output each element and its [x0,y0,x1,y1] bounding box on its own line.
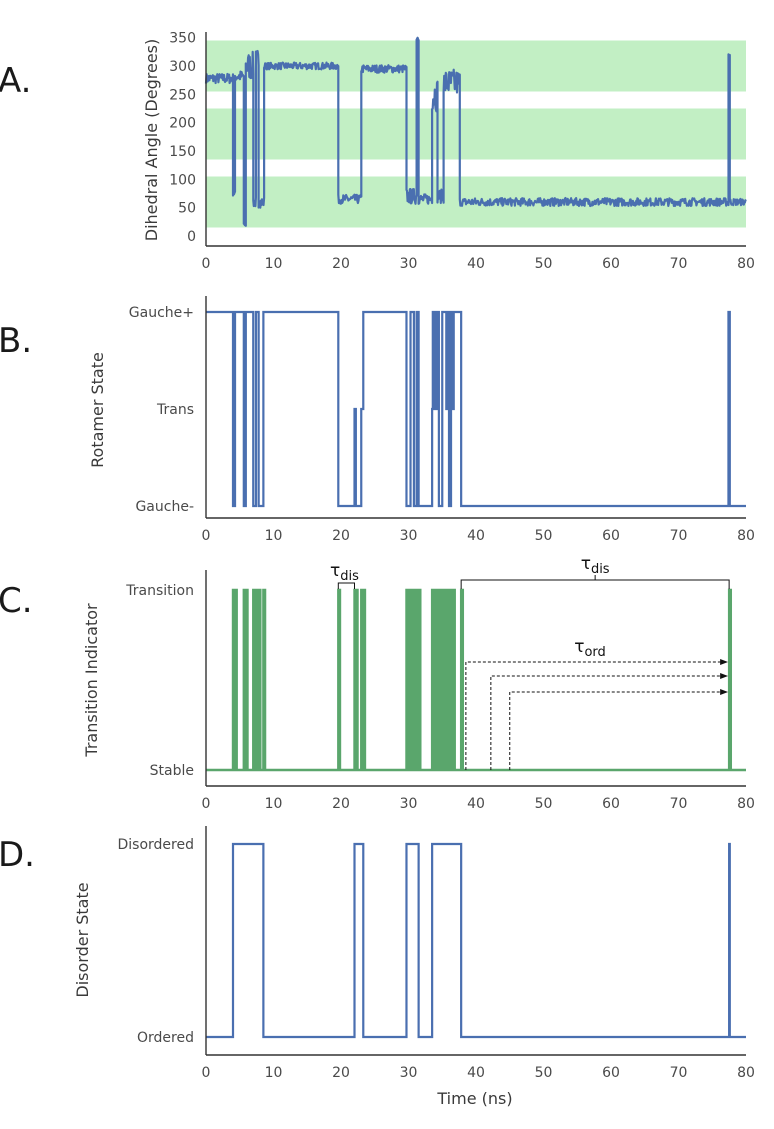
x-tick-label: 50 [535,1065,553,1081]
x-tick-label: 60 [602,1065,620,1081]
y-tick-label: 300 [169,59,196,75]
x-tick-label: 70 [670,796,688,812]
x-tick-label: 80 [737,796,755,812]
y-tick-label: Disordered [118,837,195,853]
x-tick-label: 20 [332,796,350,812]
x-tick-label: 70 [670,528,688,544]
x-tick-label: 20 [332,256,350,272]
x-tick-label: 30 [400,528,418,544]
tau-ord-arrow [509,689,729,770]
tau-ord-arrow [490,673,729,770]
x-tick-label: 30 [400,256,418,272]
panel-a-ylabel: Dihedral Angle (Degrees) [142,39,161,242]
disorder-state-line [206,842,746,1039]
tau-ord-arrow [465,659,729,770]
x-tick-label: 30 [400,1065,418,1081]
dihedral-angle-line [204,36,747,227]
x-tick-label: 40 [467,1065,485,1081]
tau-dis-label-short: τdis [330,561,359,584]
y-tick-label: 0 [187,229,196,245]
x-tick-label: 70 [670,256,688,272]
x-tick-label: 50 [535,528,553,544]
y-tick-label: Gauche+ [129,305,194,321]
x-tick-label: 80 [737,256,755,272]
panel-b-ylabel: Rotamer State [88,352,107,468]
tau-dis-label-long: τdis [581,554,610,577]
x-tick-label: 60 [602,528,620,544]
x-tick-label: 40 [467,796,485,812]
y-tick-label: Stable [150,763,194,779]
x-tick-label: 50 [535,796,553,812]
y-tick-label: 250 [169,87,196,103]
y-tick-label: Ordered [137,1030,194,1046]
x-tick-label: 10 [265,256,283,272]
x-tick-label: 60 [602,796,620,812]
panel-b-chart: B. Rotamer State Gauche- Trans Gauche+ 0 10 2… [0,296,755,544]
x-tick-label: 80 [737,1065,755,1081]
y-tick-label: Gauche- [135,499,194,515]
x-tick-label: 80 [737,528,755,544]
x-tick-label: 40 [467,256,485,272]
x-tick-label: 50 [535,256,553,272]
y-tick-label: Trans [156,402,194,418]
x-tick-label: 20 [332,528,350,544]
y-tick-label: 50 [178,201,196,217]
panel-d-ylabel: Disorder State [73,882,92,997]
panel-letter-d: D. [0,835,35,875]
panel-c-chart: C. Transition Indicator Stable Transition… [0,554,755,812]
tau-dis-bracket-short [337,582,355,589]
x-tick-label: 30 [400,796,418,812]
tau-ord-label: τord [574,637,606,660]
y-tick-label: 150 [169,144,196,160]
panel-letter-c: C. [0,581,33,621]
y-tick-label: 100 [169,172,196,188]
x-tick-label: 20 [332,1065,350,1081]
tau-dis-bracket-long [460,579,730,589]
transition-indicator-line [206,588,746,772]
x-tick-label: 10 [265,1065,283,1081]
panel-letter-a: A. [0,61,31,101]
panel-d-xlabel: Time (ns) [436,1089,512,1108]
x-tick-label: 0 [202,1065,211,1081]
x-tick-label: 60 [602,256,620,272]
panel-d-chart: D. Disorder State Time (ns) Ordered Disor… [0,826,755,1108]
x-tick-label: 0 [202,256,211,272]
y-tick-label: Transition [125,583,194,599]
y-tick-label: 200 [169,116,196,132]
rotamer-state-line [206,310,746,508]
shaded-band [206,108,746,160]
y-tick-label: 350 [169,31,196,47]
x-tick-label: 0 [202,528,211,544]
x-tick-label: 0 [202,796,211,812]
x-tick-label: 10 [265,528,283,544]
panel-letter-b: B. [0,321,32,361]
panel-c-ylabel: Transition Indicator [82,603,101,758]
panel-a-chart: A. Dihedral Angle (Degrees) 050100150200… [0,31,755,272]
x-tick-label: 40 [467,528,485,544]
x-tick-label: 70 [670,1065,688,1081]
x-tick-label: 10 [265,796,283,812]
